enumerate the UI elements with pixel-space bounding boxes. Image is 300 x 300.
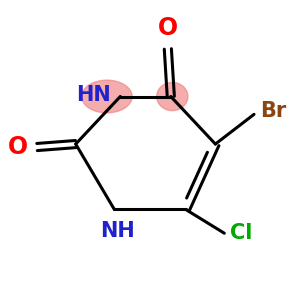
Text: O: O [158, 16, 178, 40]
Text: Cl: Cl [230, 223, 253, 243]
Ellipse shape [157, 82, 188, 111]
Text: O: O [8, 135, 28, 159]
Text: Br: Br [260, 101, 286, 122]
Ellipse shape [82, 80, 132, 113]
Text: NH: NH [100, 221, 135, 241]
Text: HN: HN [76, 85, 111, 105]
